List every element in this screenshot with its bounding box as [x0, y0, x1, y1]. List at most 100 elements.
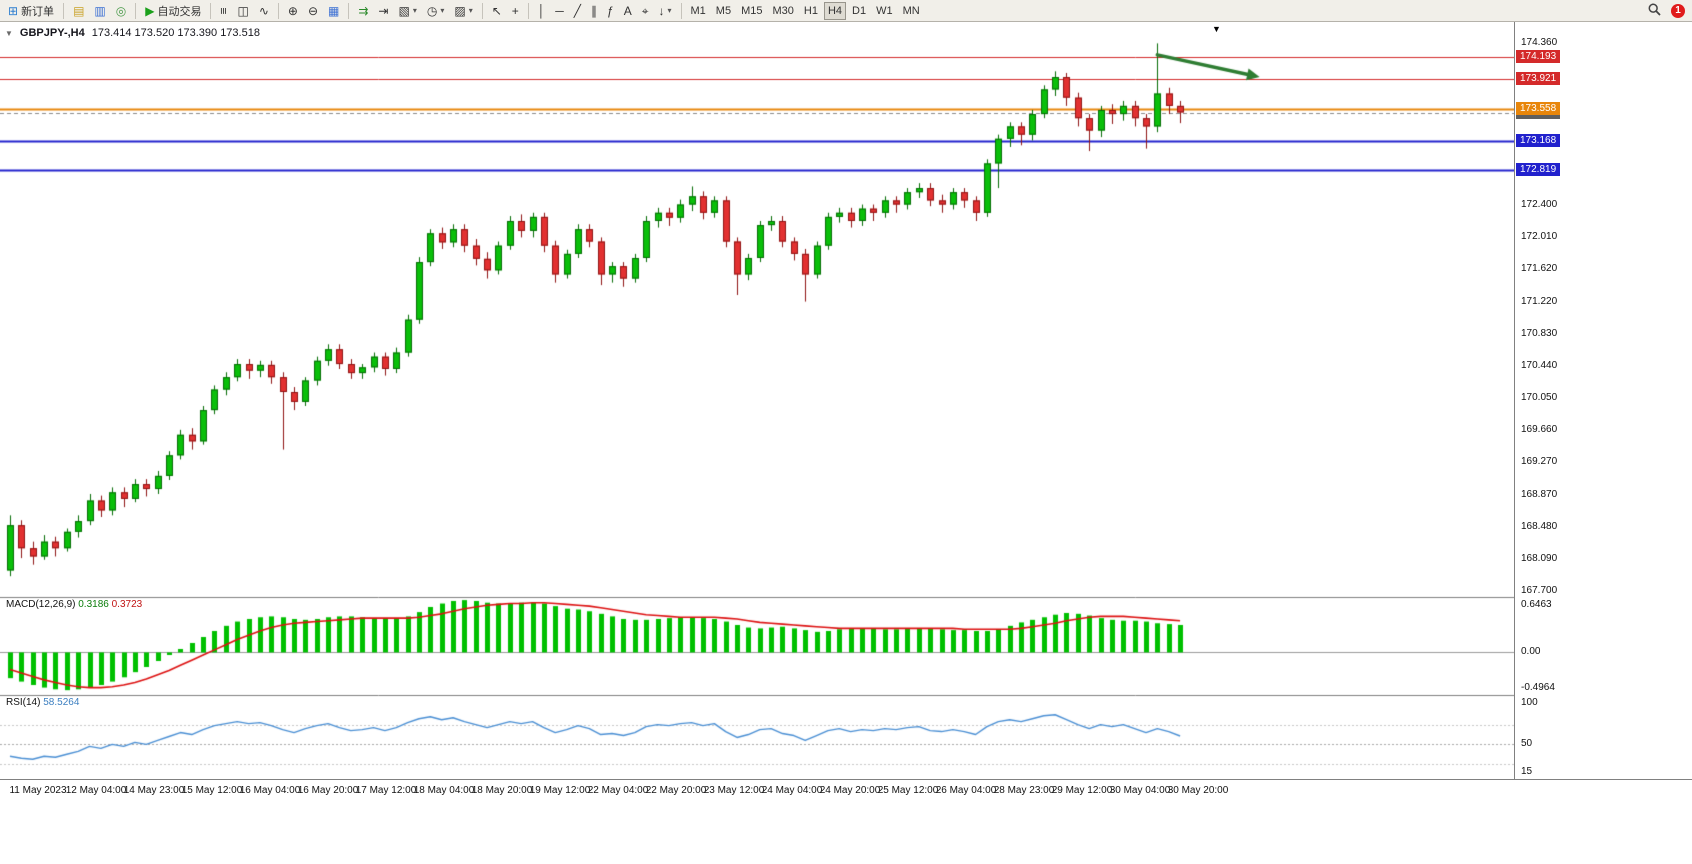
arrows-button[interactable]: ↓ ▾: [655, 2, 676, 20]
auto-scroll-button[interactable]: ⇉: [354, 2, 372, 20]
time-axis-label: 11 May 2023: [9, 785, 67, 796]
bar-chart-button[interactable]: ≡: [216, 2, 231, 20]
time-axis-label: 19 May 12:00: [529, 785, 591, 796]
time-axis-label: 14 May 23:00: [123, 785, 185, 796]
profile-icon: ▤: [73, 3, 85, 18]
price-tick: 172.010: [1521, 230, 1558, 242]
timeframe-m1-label: M1: [690, 4, 706, 17]
price-tick: 172.400: [1521, 198, 1558, 210]
new-chart-button[interactable]: ▧ ▾: [394, 2, 420, 20]
macd-scale-label: -0.4964: [1521, 682, 1555, 693]
cursor-icon: ↖: [491, 3, 502, 18]
trendline-button[interactable]: ╱: [570, 2, 585, 20]
rsi-scale-label: 100: [1521, 697, 1538, 708]
timeframe-h1[interactable]: H1: [800, 2, 822, 20]
search-button[interactable]: [1644, 2, 1665, 20]
time-axis-label: 24 May 04:00: [761, 785, 823, 796]
text-icon: A: [623, 3, 632, 18]
price-tick: 168.480: [1521, 520, 1558, 532]
time-axis-label: 16 May 04:00: [239, 785, 301, 796]
zoom-in-button[interactable]: ⊕: [284, 2, 302, 20]
timeframe-w1[interactable]: W1: [872, 2, 897, 20]
auto-trading-button[interactable]: ▶ 自动交易: [141, 2, 205, 20]
bar-chart-icon: ≡: [216, 6, 231, 15]
time-axis-label: 22 May 20:00: [645, 785, 707, 796]
timeframe-m5[interactable]: M5: [712, 2, 735, 20]
cursor-button[interactable]: ↖: [488, 2, 506, 20]
price-flag[interactable]: 173.921: [1516, 72, 1561, 86]
toolbar-separator: [348, 2, 350, 19]
chart-shift-button[interactable]: ⇥: [374, 2, 392, 20]
collapse-panel-icon[interactable]: ▼: [5, 29, 13, 38]
price-tick: 171.220: [1521, 295, 1558, 307]
crosshair-icon: +: [511, 3, 519, 18]
equidistant-channel-button[interactable]: ∥: [587, 2, 601, 20]
line-chart-button[interactable]: ∿: [255, 2, 273, 20]
tile-windows-button[interactable]: ▦: [324, 2, 343, 20]
price-flag[interactable]: 172.819: [1516, 163, 1561, 177]
timeframe-d1[interactable]: D1: [848, 2, 870, 20]
vertical-line-button[interactable]: │: [534, 2, 550, 20]
timeframe-m30[interactable]: M30: [768, 2, 797, 20]
toolbar-right: 1: [1643, 2, 1689, 20]
new-chart-icon: ▧: [398, 3, 410, 18]
macd-main-value: 0.3186: [78, 599, 109, 610]
notification-badge[interactable]: 1: [1671, 3, 1685, 18]
timeframe-d1-label: D1: [852, 4, 867, 17]
horizontal-line-button[interactable]: ─: [551, 2, 568, 20]
price-chart-canvas[interactable]: [0, 22, 1514, 779]
timeframe-mn[interactable]: MN: [899, 2, 924, 20]
auto-trading-icon: ▶: [145, 3, 155, 18]
time-axis: 11 May 2023 12 May 04:00 14 May 23:00 15 Ma…: [0, 779, 1692, 804]
timeframe-h4[interactable]: H4: [823, 1, 847, 20]
price-tick: 168.870: [1521, 488, 1558, 500]
text-button[interactable]: A: [620, 2, 636, 20]
toolbar: ⊞ 新订单 ▤ ▥ ◎ ▶ 自动交易 ≡ ◫ ∿ ⊕ ⊖ ▦ ⇉ ⇥ ▧ ▾ ◷ ▾ ▨ ▾ ↖ + │ ─ ╱ ∥ ƒ A ⌖ ↓ ▾ M1 M…: [0, 0, 1692, 22]
zoom-out-button[interactable]: ⊖: [304, 2, 322, 20]
price-axis: 174.360 172.400 172.010 171.620 171.220 170.8…: [1514, 22, 1692, 779]
horizontal-line-icon: ─: [555, 3, 564, 18]
price-flag[interactable]: 173.558: [1516, 102, 1561, 116]
price-flag[interactable]: 174.193: [1516, 50, 1561, 64]
timeframe-m1[interactable]: M1: [687, 2, 710, 20]
crosshair-button[interactable]: +: [508, 2, 523, 20]
macd-label-text: MACD(12,26,9): [6, 599, 76, 610]
price-flag[interactable]: 173.168: [1516, 134, 1561, 148]
new-order-button[interactable]: ⊞ 新订单: [4, 2, 58, 20]
timeframe-mn-label: MN: [902, 4, 920, 17]
time-axis-label: 25 May 12:00: [877, 785, 939, 796]
data-window-icon: ◎: [115, 3, 127, 18]
price-tick: 171.620: [1521, 262, 1558, 274]
data-window-button[interactable]: ◎: [112, 2, 130, 20]
price-tick: 170.440: [1521, 359, 1558, 371]
text-label-button[interactable]: ⌖: [638, 2, 653, 20]
time-axis-label: 30 May 20:00: [1167, 785, 1229, 796]
zoom-in-icon: ⊕: [287, 3, 298, 18]
timeframe-m15[interactable]: M15: [737, 2, 766, 20]
price-tick: 168.090: [1521, 552, 1558, 564]
time-axis-label: 28 May 23:00: [993, 785, 1055, 796]
profiles-button[interactable]: ◷ ▾: [423, 2, 449, 20]
time-axis-label: 22 May 04:00: [587, 785, 649, 796]
time-axis-label: 24 May 20:00: [819, 785, 881, 796]
time-axis-label: 30 May 04:00: [1109, 785, 1171, 796]
candlestick-chart-button[interactable]: ◫: [233, 2, 252, 20]
toolbar-separator: [210, 2, 212, 19]
timeframe-m15-label: M15: [741, 4, 763, 17]
fibonacci-button[interactable]: ƒ: [603, 2, 618, 20]
market-watch-icon: ▥: [94, 3, 106, 18]
timeframe-m30-label: M30: [772, 4, 794, 17]
rsi-label-text: RSI(14): [6, 697, 41, 708]
templates-button[interactable]: ▨ ▾: [450, 2, 476, 20]
time-axis-label: 23 May 12:00: [703, 785, 765, 796]
market-watch-button[interactable]: ▥: [90, 2, 109, 20]
profiles-icon: ◷: [426, 3, 438, 18]
price-tick: 169.660: [1521, 423, 1558, 435]
new-order-button-label: 新订单: [21, 5, 55, 18]
fibonacci-icon: ƒ: [607, 3, 614, 18]
equidistant-channel-icon: ∥: [591, 3, 598, 18]
time-axis-label: 16 May 20:00: [297, 785, 359, 796]
profile-button[interactable]: ▤: [69, 2, 88, 20]
price-tick: 170.050: [1521, 391, 1558, 403]
price-tick: 169.270: [1521, 455, 1558, 467]
